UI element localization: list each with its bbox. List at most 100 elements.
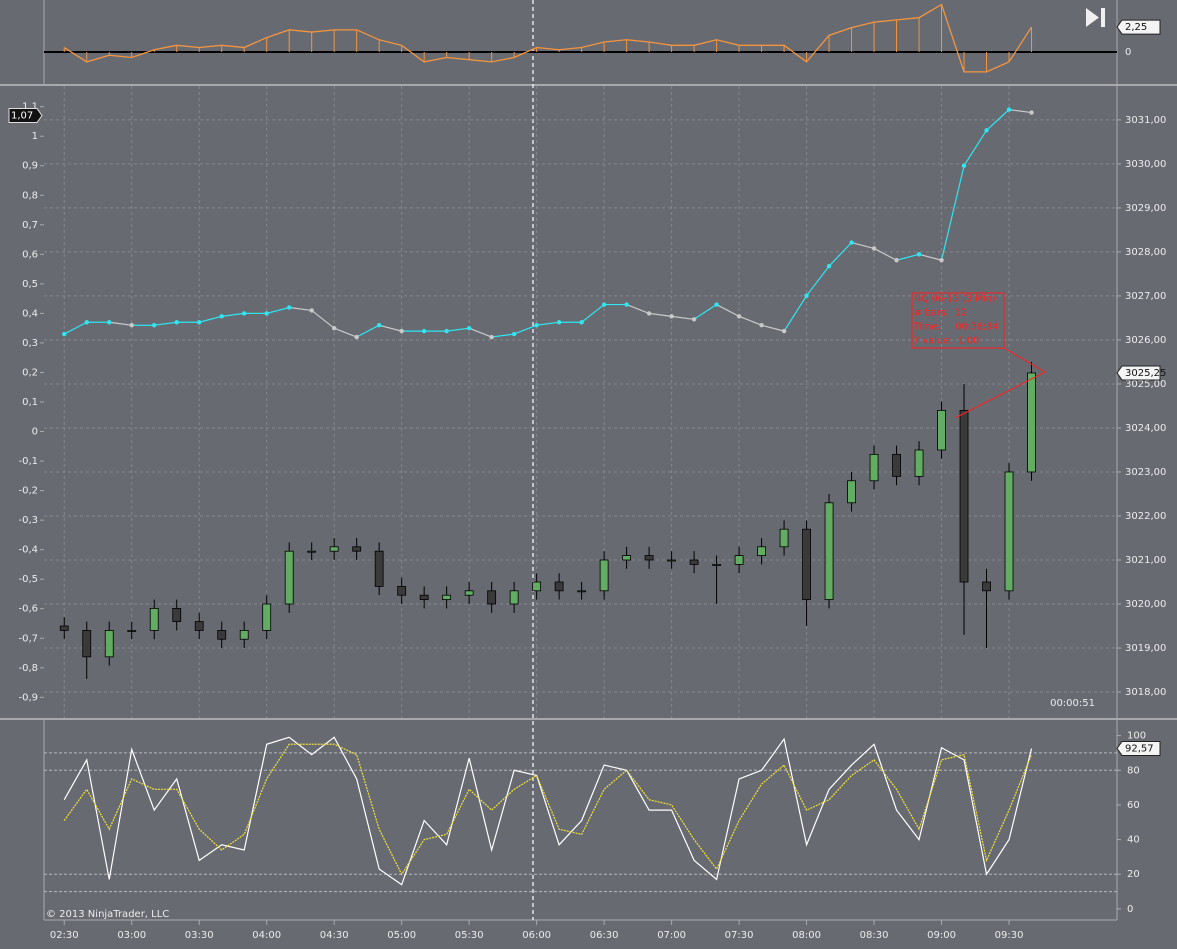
x-tick-label: 07:00 [657, 930, 686, 941]
y2-tick-label: 3026,00 [1125, 335, 1166, 346]
x-tick-label: 06:00 [522, 930, 551, 941]
x-tick-label: 05:30 [455, 930, 484, 941]
indicator-dot [714, 302, 719, 307]
x-tick-label: 05:00 [387, 930, 416, 941]
indicator-dot [894, 258, 899, 263]
tooltip-text: Time: 00:38:34 [913, 322, 998, 333]
y-tick-label: -0,6 [18, 604, 38, 615]
scroll-icon[interactable] [1086, 8, 1099, 27]
candle-body [442, 594, 452, 601]
candle-body [779, 528, 789, 548]
candle-body [262, 603, 272, 631]
candle-body [374, 550, 384, 587]
y-tick-label: 0,4 [22, 308, 38, 319]
indicator-dot [354, 334, 359, 340]
candle-body [127, 630, 137, 632]
indicator-dot [219, 314, 224, 319]
indicator-dot [331, 325, 337, 331]
x-tick-label: 02:30 [50, 930, 79, 941]
y2-tick-label: 3021,00 [1125, 555, 1166, 566]
candle-body [59, 625, 69, 631]
candle-body [397, 586, 407, 596]
x-tick-label: 08:30 [860, 930, 889, 941]
tooltip-text: # bars: 12 [914, 308, 967, 319]
candle-body [172, 608, 182, 623]
x-tick-label: 08:00 [792, 930, 821, 941]
price-marker-label: 3025,25 [1125, 368, 1166, 379]
y-tick-label: -0,9 [18, 692, 38, 703]
candle-body [239, 630, 249, 640]
y2-tick-label: 3028,00 [1125, 247, 1166, 258]
candle-body [757, 546, 766, 556]
indicator-dot [152, 323, 157, 328]
indicator-dot [556, 320, 562, 325]
indicator-line [940, 165, 965, 261]
y2-tick-label: 3027,00 [1125, 291, 1166, 302]
candle-body [329, 546, 339, 552]
scroll-end-button[interactable] [1086, 8, 1105, 27]
indicator-line [266, 306, 290, 314]
indicator-dot [399, 328, 404, 334]
candle-body [622, 555, 632, 561]
candle-body [869, 453, 879, 482]
candle-body [644, 555, 654, 561]
candle-body [352, 546, 362, 552]
y-tick-label: 100 [1127, 731, 1146, 742]
indicator-line [154, 321, 177, 326]
candle-body [487, 590, 497, 605]
indicator-line [333, 327, 357, 338]
indicator-line [873, 247, 897, 261]
indicator-dot [489, 334, 494, 340]
indicator-dot [669, 314, 674, 319]
y2-tick-label: 3018,00 [1125, 687, 1166, 698]
value-marker-label: 2,25 [1125, 22, 1147, 33]
indicator-dot [804, 293, 809, 298]
indicator-line [311, 309, 335, 329]
y2-tick-label: 3019,00 [1125, 643, 1166, 654]
candle-body [194, 621, 204, 631]
candle-body [217, 630, 227, 640]
scroll-icon[interactable] [1101, 8, 1105, 27]
indicator-dot [309, 308, 314, 313]
indicator-dot [646, 311, 652, 316]
x-tick-label: 09:00 [927, 930, 956, 941]
indicator-line [671, 315, 695, 320]
y-tick-label: -0,8 [18, 663, 38, 674]
indicator-line [468, 327, 492, 338]
candle-body [802, 528, 811, 601]
candle-body [554, 581, 564, 592]
indicator-line [491, 333, 515, 338]
indicator-line [783, 295, 808, 332]
indicator-line [649, 312, 672, 317]
indicator-dot [916, 252, 922, 257]
indicator-dot [1006, 107, 1012, 112]
candle-body [577, 590, 587, 593]
value-marker [1116, 740, 1161, 756]
x-tick-label: 09:30 [995, 930, 1024, 941]
candle-body [847, 480, 856, 504]
candle-body [1027, 372, 1036, 473]
y-tick-label: 0 [1125, 47, 1131, 58]
y-tick-label: -0,5 [18, 574, 38, 585]
y-tick-label: 60 [1127, 800, 1140, 811]
x-tick-label: 06:30 [590, 930, 619, 941]
indicator-line [289, 306, 312, 312]
indicator-line [963, 129, 988, 167]
candle-body [599, 559, 609, 592]
x-tick-label: 04:30 [320, 930, 349, 941]
indicator-line [693, 304, 717, 320]
indicator-dot [242, 311, 247, 316]
y2-tick-label: 3030,00 [1125, 159, 1166, 170]
indicator-line [199, 315, 222, 323]
y-tick-label: 1,1 [22, 102, 38, 113]
y2-tick-label: 3022,00 [1125, 511, 1166, 522]
candle-body [1004, 471, 1014, 592]
indicator-marker [8, 108, 43, 124]
indicator-dot [444, 328, 449, 334]
indicator-line [738, 315, 762, 326]
indicator-dot [129, 323, 134, 328]
y-tick-label: 80 [1127, 765, 1140, 776]
indicator-dot [376, 323, 382, 328]
indicator-dot [759, 323, 764, 328]
